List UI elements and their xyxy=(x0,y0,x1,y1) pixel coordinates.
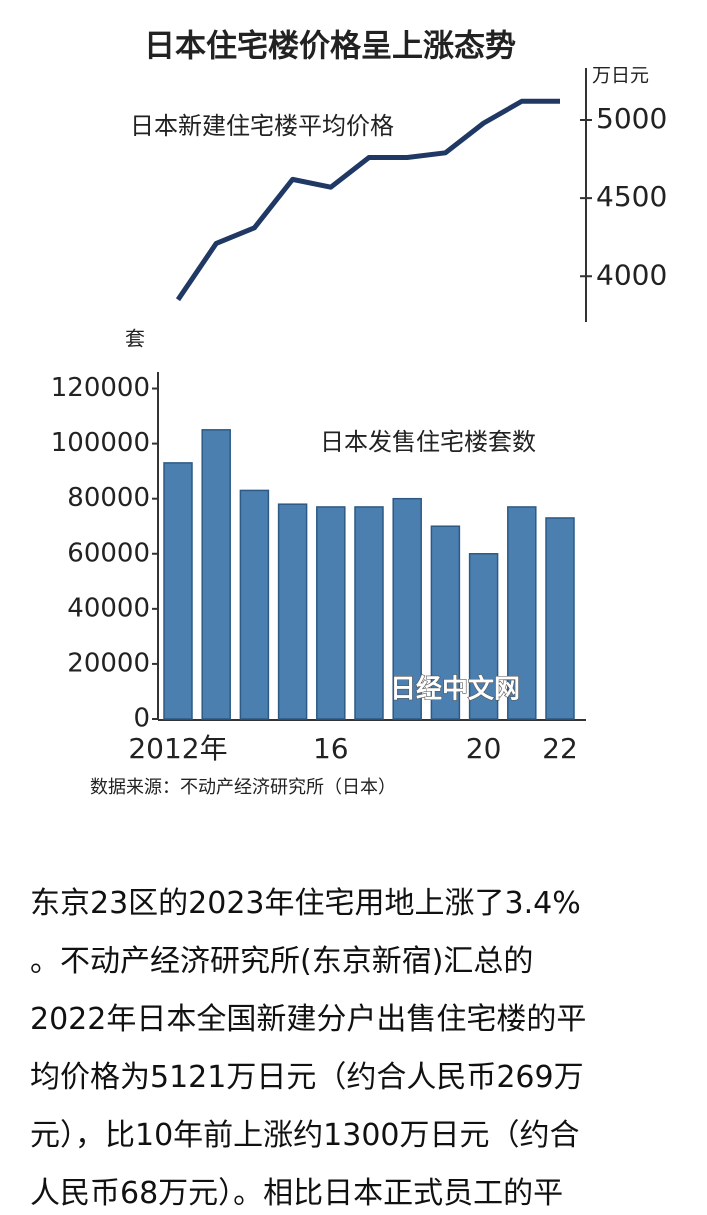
y-tick-label: 20000 xyxy=(67,648,150,678)
price-line xyxy=(175,98,560,302)
figure-title: 日本住宅楼价格呈上涨态势 xyxy=(144,29,516,65)
bar xyxy=(277,503,308,720)
article-line: 均价格为5121万日元（约合人民币269万 xyxy=(30,1060,584,1095)
bar xyxy=(239,489,270,720)
bar xyxy=(430,525,461,720)
bar-title: 日本发售住宅楼套数 xyxy=(320,428,536,456)
y-tick-label: 100000 xyxy=(51,428,150,458)
bar xyxy=(201,429,231,720)
x-tick-label: 22 xyxy=(542,732,578,765)
article: 东京23区的2023年住宅用地上涨了3.4% 。不动产经济研究所(东京新宿)汇总… xyxy=(30,875,700,1215)
x-tick-label: 16 xyxy=(313,732,349,765)
article-line: 。不动产经济研究所(东京新宿)汇总的 xyxy=(30,944,534,979)
y-tick-label: 4000 xyxy=(596,258,667,291)
y-tick-label: 40000 xyxy=(67,593,150,623)
bar xyxy=(392,497,422,720)
bar xyxy=(545,517,575,720)
chart: 日本住宅楼价格呈上涨态势 日本新建住宅楼平均价格 万日元 套 日本发售住宅楼套数… xyxy=(51,29,668,799)
line-unit: 万日元 xyxy=(592,65,649,87)
y-tick-label: 4500 xyxy=(596,180,667,213)
y-tick-label: 5000 xyxy=(596,102,667,135)
bar xyxy=(507,506,537,720)
bar-unit: 套 xyxy=(125,327,145,351)
bar xyxy=(468,553,499,720)
article-line: 东京23区的2023年住宅用地上涨了3.4% xyxy=(30,886,581,921)
y-tick-label: 80000 xyxy=(67,483,150,513)
article-line: 人民币68万元）。相比日本正式员工的平 xyxy=(30,1176,564,1211)
source: 数据来源：不动产经济研究所（日本） xyxy=(90,777,396,798)
y-tick-label: 0 xyxy=(133,704,150,734)
x-tick-label: 20 xyxy=(466,732,502,765)
bar xyxy=(163,462,193,720)
bar xyxy=(316,506,346,720)
y-tick-label: 60000 xyxy=(67,538,150,568)
watermark: 日经中文网 xyxy=(390,674,520,705)
x-tick-label: 2012年 xyxy=(128,732,227,765)
y-tick-label: 120000 xyxy=(51,373,150,403)
article-line: 元），比10年前上涨约1300万日元（约合 xyxy=(30,1118,580,1153)
article-line: 2022年日本全国新建分户出售住宅楼的平 xyxy=(30,1002,587,1037)
bar xyxy=(354,506,384,720)
line-title: 日本新建住宅楼平均价格 xyxy=(130,112,394,140)
